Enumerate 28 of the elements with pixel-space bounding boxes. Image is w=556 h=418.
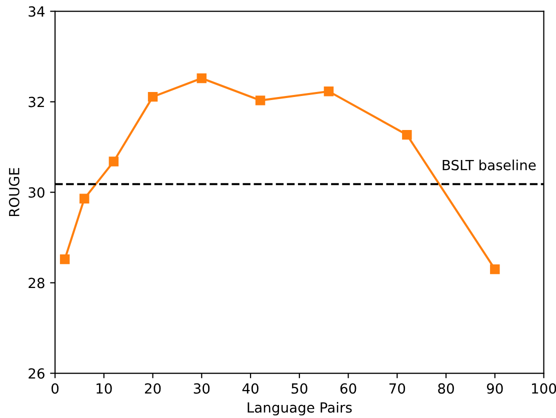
x-tick-label: 0 bbox=[52, 383, 59, 394]
x-tick-label: 80 bbox=[438, 383, 454, 394]
point bbox=[196, 73, 207, 84]
x-tick-label: 100 bbox=[532, 383, 556, 394]
y-tick-label: 34 bbox=[28, 6, 45, 17]
x-tick-label: 60 bbox=[340, 383, 356, 394]
x-tick-label: 20 bbox=[144, 383, 161, 394]
ref-line-label: BSLT baseline bbox=[442, 160, 536, 170]
point bbox=[80, 194, 90, 204]
x-tick-label: 50 bbox=[292, 383, 308, 394]
x-tick-label: 70 bbox=[389, 383, 406, 394]
y-tick-label: 32 bbox=[28, 96, 44, 108]
point bbox=[402, 130, 412, 140]
x-axis-title: Language Pairs bbox=[248, 402, 352, 416]
point bbox=[255, 96, 266, 106]
point bbox=[324, 86, 334, 96]
x-tick-label: 30 bbox=[194, 383, 210, 394]
y-axis-title: ROUGE bbox=[8, 168, 20, 216]
y-tick-label: 26 bbox=[28, 368, 44, 379]
y-tick-label: 30 bbox=[28, 187, 44, 198]
x-tick-label: 40 bbox=[242, 383, 258, 394]
point bbox=[60, 254, 70, 264]
x-tick-label: 90 bbox=[486, 383, 503, 394]
point bbox=[108, 156, 119, 166]
point bbox=[148, 92, 158, 102]
y-tick-label: 28 bbox=[28, 278, 44, 288]
x-tick-label: 10 bbox=[96, 383, 112, 394]
point bbox=[490, 264, 500, 274]
